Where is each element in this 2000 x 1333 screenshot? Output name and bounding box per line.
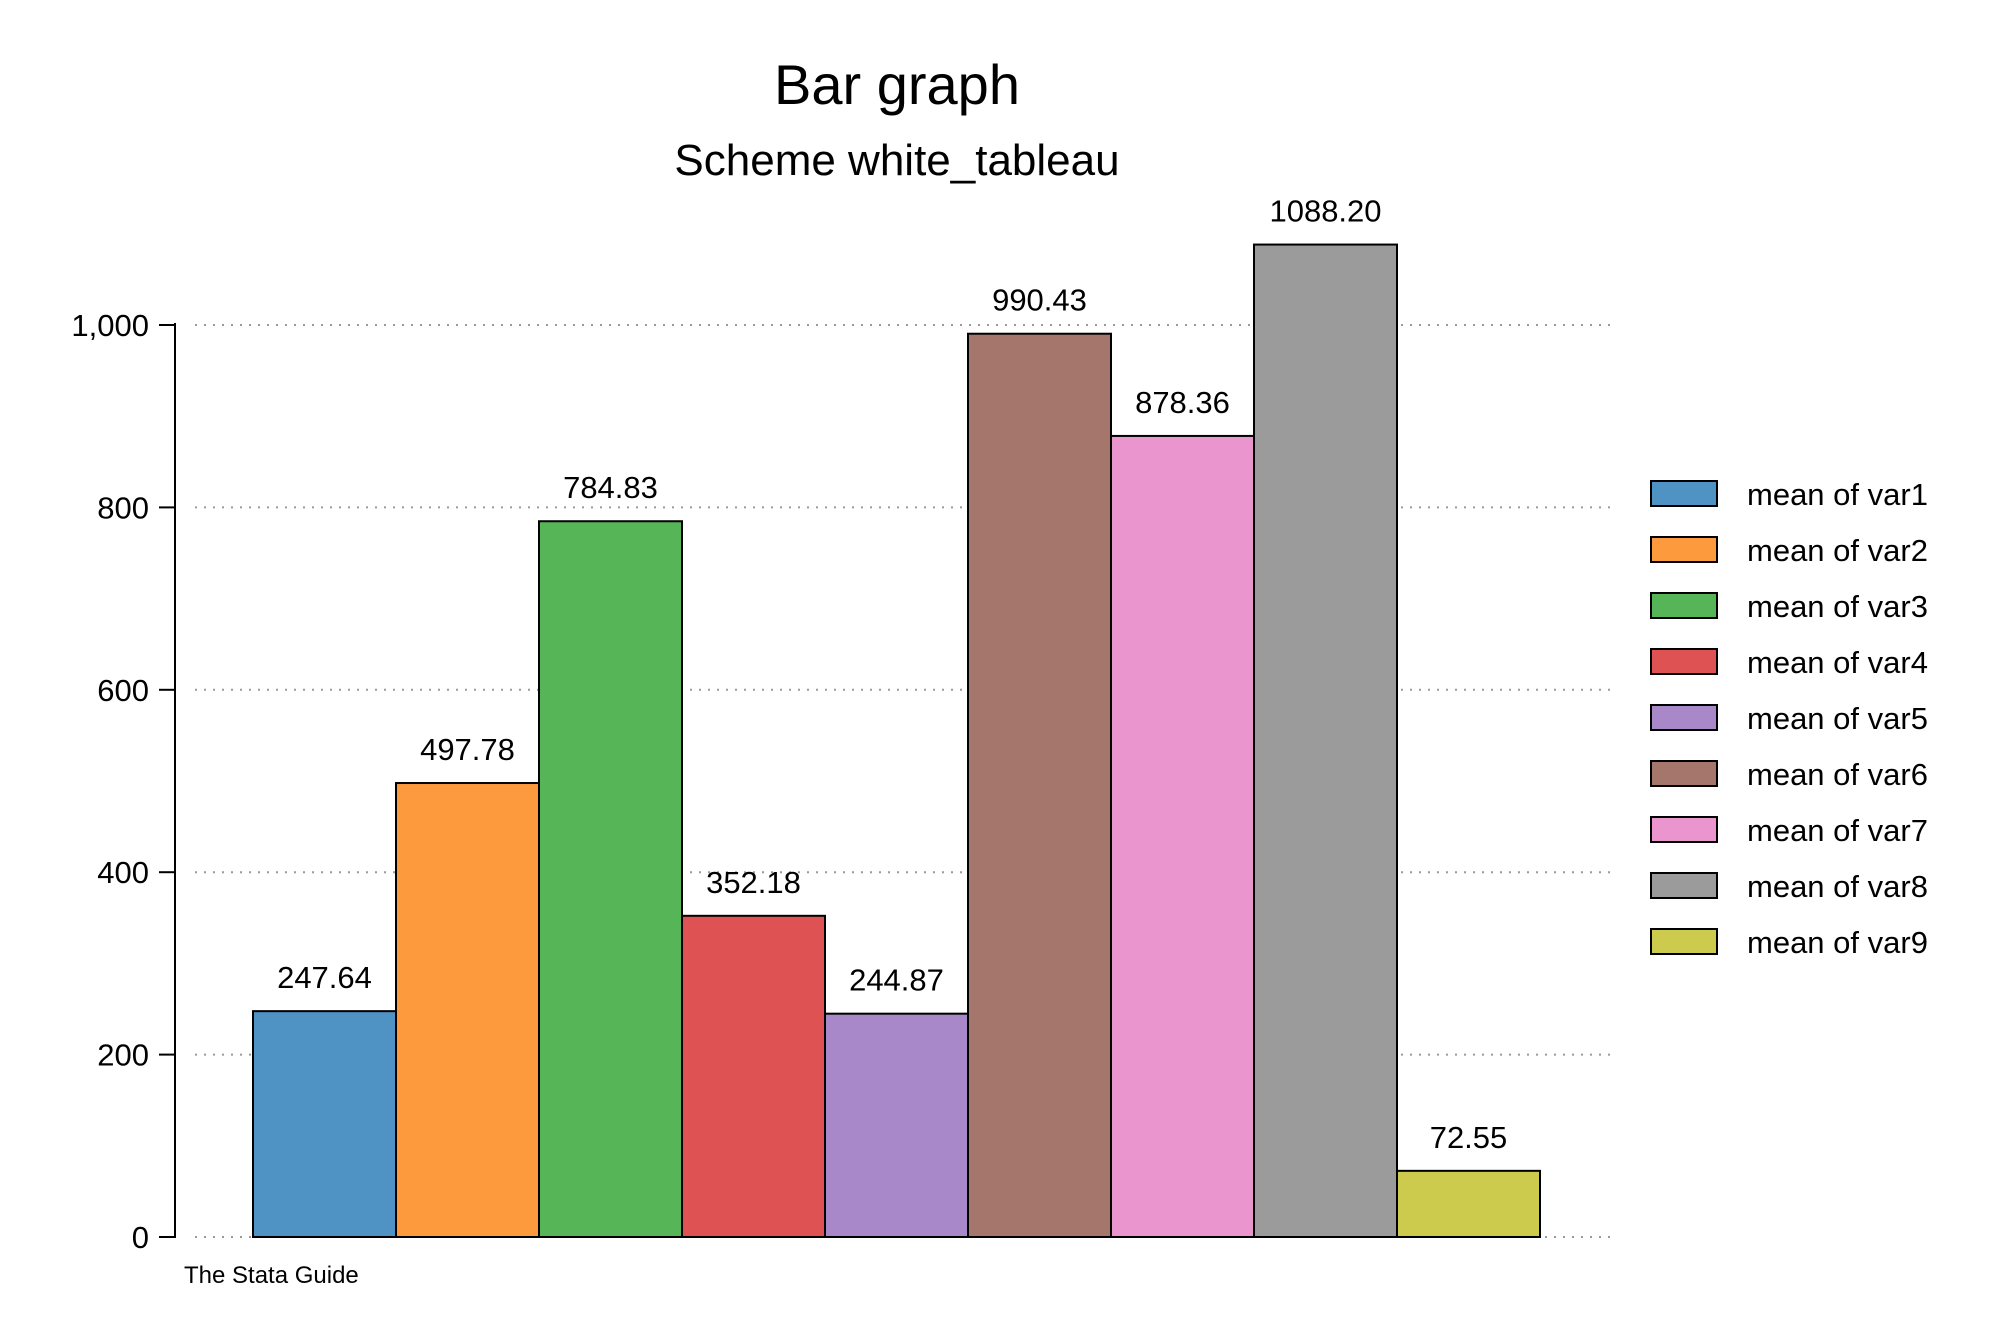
legend-swatch bbox=[1650, 816, 1718, 843]
bar bbox=[681, 914, 826, 1238]
bar-value-label: 352.18 bbox=[706, 865, 801, 900]
legend-swatch bbox=[1650, 760, 1718, 787]
legend-swatch bbox=[1650, 648, 1718, 675]
bar-value-label: 247.64 bbox=[277, 960, 372, 995]
y-tick-label: 600 bbox=[97, 673, 149, 708]
bar bbox=[252, 1010, 397, 1239]
y-tick-label: 200 bbox=[97, 1038, 149, 1073]
y-tick-label: 1,000 bbox=[71, 308, 149, 343]
legend-label: mean of var5 bbox=[1747, 701, 1928, 736]
legend-swatch bbox=[1650, 872, 1718, 899]
y-tick-label: 0 bbox=[132, 1220, 149, 1255]
data-labels: 247.64 497.78 784.83 352.18 244.87 990.43 878.… bbox=[277, 194, 1507, 1155]
legend-label: mean of var4 bbox=[1747, 645, 1928, 680]
y-axis: 0 200 400 600 800 1,000 bbox=[71, 308, 176, 1255]
bar-value-label: 244.87 bbox=[849, 963, 944, 998]
legend-swatch bbox=[1650, 928, 1718, 955]
bar bbox=[967, 332, 1112, 1238]
bar bbox=[1110, 434, 1255, 1238]
legend-label: mean of var3 bbox=[1747, 589, 1928, 624]
legend-label: mean of var1 bbox=[1747, 477, 1928, 512]
legend-swatch bbox=[1650, 480, 1718, 507]
legend-label: mean of var6 bbox=[1747, 757, 1928, 792]
chart-title: Bar graph bbox=[774, 53, 1020, 116]
bar-value-label: 878.36 bbox=[1135, 385, 1230, 420]
bar bbox=[1253, 243, 1398, 1239]
chart-note: The Stata Guide bbox=[184, 1262, 359, 1289]
bar-value-label: 1088.20 bbox=[1269, 194, 1381, 229]
legend-label: mean of var7 bbox=[1747, 813, 1928, 848]
y-tick-label: 400 bbox=[97, 855, 149, 890]
legend-swatch bbox=[1650, 704, 1718, 731]
legend-label: mean of var8 bbox=[1747, 869, 1928, 904]
bar bbox=[395, 782, 540, 1239]
bar bbox=[824, 1012, 969, 1239]
legend: mean of var1 mean of var2 mean of var3 mean… bbox=[1650, 477, 1928, 960]
bar-value-label: 497.78 bbox=[420, 732, 515, 767]
chart-subtitle: Scheme white_tableau bbox=[674, 136, 1119, 185]
legend-swatch bbox=[1650, 536, 1718, 563]
bar-value-label: 990.43 bbox=[992, 283, 1087, 318]
bar-value-label: 784.83 bbox=[563, 470, 658, 505]
bar bbox=[1396, 1169, 1541, 1238]
legend-label: mean of var2 bbox=[1747, 533, 1928, 568]
legend-swatch bbox=[1650, 592, 1718, 619]
bar bbox=[538, 520, 683, 1238]
y-tick-label: 800 bbox=[97, 490, 149, 525]
bar-value-label: 72.55 bbox=[1430, 1120, 1508, 1155]
legend-label: mean of var9 bbox=[1747, 925, 1928, 960]
bars bbox=[252, 243, 1541, 1239]
